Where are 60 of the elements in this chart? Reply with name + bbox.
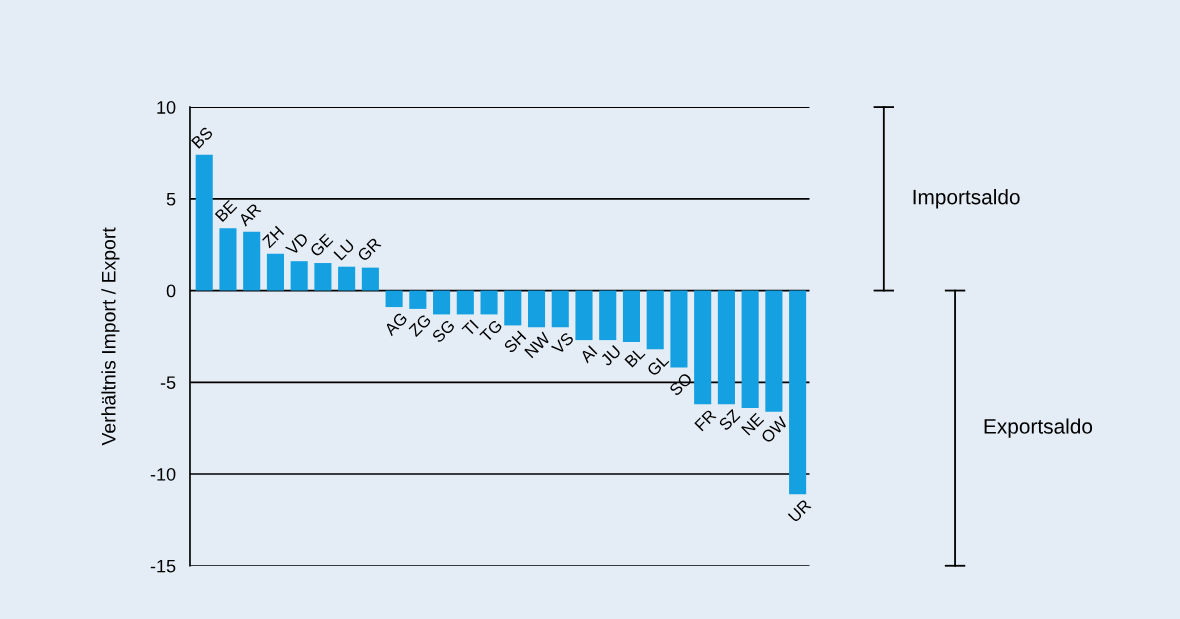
x-tick-label: ZH: [261, 225, 285, 249]
x-tick-label: AG: [383, 311, 408, 337]
bar: [575, 290, 593, 341]
y-tick-label: -10: [150, 467, 176, 481]
bar: [527, 290, 546, 328]
x-tick-label: UR: [787, 498, 812, 523]
bar: [456, 290, 474, 315]
bar: [741, 290, 759, 408]
y-tick-label: -5: [160, 376, 176, 390]
y-tick-label: -15: [150, 559, 176, 573]
x-tick-label: BS: [190, 126, 214, 149]
bar: [219, 228, 237, 291]
x-tick-label: ZG: [408, 313, 432, 338]
bar: [504, 290, 522, 326]
bar: [717, 290, 735, 405]
bar: [599, 290, 617, 341]
x-tick-label: GE: [309, 233, 334, 258]
y-axis-title: Verhältnis Import / Export: [101, 227, 120, 446]
bar: [765, 290, 783, 412]
bar: [646, 290, 664, 350]
bar: [551, 290, 569, 328]
x-tick-label: FR: [694, 408, 717, 432]
bar: [361, 267, 379, 291]
text: Importsaldo: [913, 189, 1020, 209]
x-tick-label: TI: [461, 319, 479, 337]
bar: [694, 290, 712, 405]
bar: [622, 290, 641, 342]
x-tick-label: AR: [237, 202, 262, 227]
bar: [290, 261, 308, 291]
x-tick-label: GL: [646, 353, 670, 377]
x-tick-label: VD: [285, 232, 309, 256]
x-tick-label: VS: [550, 331, 575, 356]
text: Exportsaldo: [984, 418, 1093, 438]
bar: [433, 290, 451, 315]
x-tick-label: NE: [741, 412, 765, 436]
bar: [338, 266, 356, 291]
bar: [409, 290, 427, 309]
bar: [314, 263, 332, 291]
x-tick-label: NW: [524, 331, 551, 359]
x-tick-label: SG: [431, 319, 456, 344]
x-tick-label: TG: [479, 319, 503, 343]
x-tick-label: BL: [624, 346, 646, 368]
x-tick-label: GR: [356, 237, 382, 262]
y-tick-label: 10: [157, 101, 176, 114]
x-tick-label: SH: [503, 330, 527, 354]
bar: [266, 253, 284, 291]
bar: [385, 290, 403, 308]
bar: [195, 154, 213, 291]
x-tick-label: AI: [579, 345, 598, 364]
y-tick-label: 0: [166, 284, 176, 298]
bar: [670, 290, 688, 368]
bar: [480, 290, 498, 315]
x-tick-label: SZ: [718, 408, 741, 432]
x-tick-label: LU: [333, 239, 355, 261]
x-tick-label: BE: [214, 199, 238, 223]
x-tick-label: SO: [668, 372, 693, 397]
y-tick-label: 5: [166, 192, 176, 206]
x-tick-label: JU: [599, 345, 622, 367]
bar: [789, 290, 807, 495]
bar: [243, 231, 261, 291]
